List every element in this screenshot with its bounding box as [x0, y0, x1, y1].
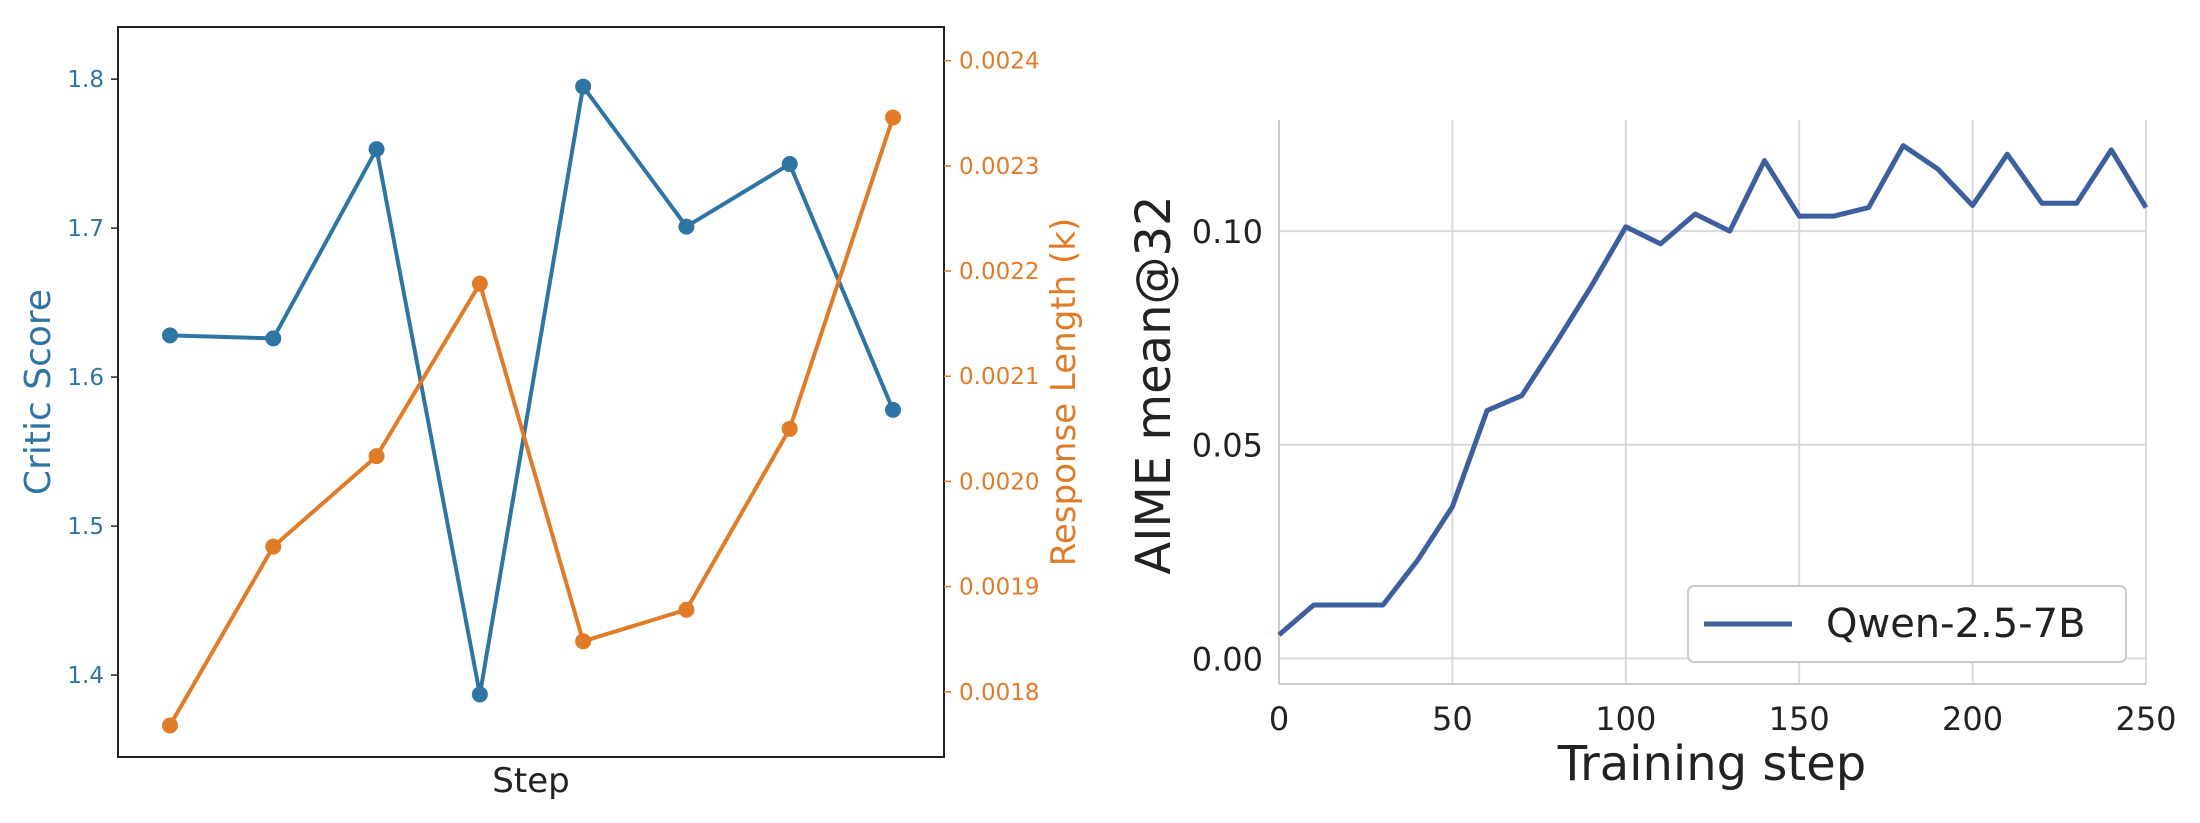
training-step-axis: 0 50 100 150 200 250 [1269, 700, 2177, 738]
right-series-layer [1277, 143, 2149, 637]
response-length-axis: 0.0018 0.0019 0.0020 0.0021 0.0022 0.0023 0.00… [944, 49, 1039, 706]
critic-score-point [471, 686, 488, 703]
right-ytick-label: 0.0022 [959, 259, 1039, 285]
aime-axis: 0.00 0.05 0.10 [1192, 213, 1263, 678]
left-series-layer [162, 78, 901, 734]
critic-score-point [162, 327, 178, 344]
critic-score-point [781, 156, 798, 173]
y-tick-label: 0.00 [1192, 640, 1263, 678]
right-ytick-label: 0.0023 [959, 154, 1039, 180]
right-ytick-label: 0.0021 [959, 364, 1039, 390]
response-length-point [162, 717, 178, 734]
right-x-axis-label: Training step [1557, 736, 1866, 792]
left-ytick-label: 1.4 [67, 663, 104, 689]
critic-score-point [265, 330, 282, 347]
critic-score-axis: 1.4 1.5 1.6 1.7 1.8 [67, 67, 118, 689]
response-length-point [575, 633, 592, 650]
aime-chart: 0 50 100 150 200 250 0.00 0.05 0.10 Training st… [1126, 120, 2177, 792]
response-length-point [471, 275, 488, 292]
x-tick-label: 200 [1942, 700, 2003, 738]
left-ytick-label: 1.6 [67, 365, 104, 391]
right-ytick-label: 0.0018 [959, 680, 1039, 706]
x-tick-label: 0 [1269, 700, 1289, 738]
x-tick-label: 150 [1769, 700, 1830, 738]
response-length-point [885, 109, 901, 126]
legend: Qwen-2.5-7B [1687, 585, 2127, 663]
left-ytick-label: 1.8 [67, 67, 104, 93]
left-y-axis-label: Critic Score [18, 289, 59, 495]
critic-score-point [678, 218, 695, 235]
critic-score-line [169, 84, 895, 697]
legend-box [1687, 585, 2127, 663]
critic-score-point [368, 141, 385, 158]
right-ytick-label: 0.0020 [959, 469, 1039, 495]
x-tick-label: 100 [1595, 700, 1656, 738]
right-y-axis-label: AIME mean@32 [1126, 195, 1182, 574]
critic-length-chart: 1.4 1.5 1.6 1.7 1.8 0.0018 0.0019 0.0020 0.0021… [18, 26, 1084, 801]
y-tick-label: 0.05 [1192, 427, 1263, 465]
qwen-series-line [1277, 143, 2149, 637]
response-length-point [781, 420, 798, 437]
x-tick-label: 250 [2115, 700, 2176, 738]
left-y2-axis-label: Response Length (k) [1044, 218, 1084, 566]
response-length-line [168, 116, 895, 727]
response-length-point [678, 601, 695, 618]
critic-score-point [885, 401, 901, 418]
x-tick-label: 50 [1432, 700, 1473, 738]
y-tick-label: 0.10 [1192, 213, 1263, 251]
left-ytick-label: 1.7 [67, 216, 104, 242]
response-length-point [368, 448, 385, 465]
critic-score-point [575, 78, 592, 95]
right-ytick-label: 0.0019 [959, 575, 1039, 601]
left-ytick-label: 1.5 [67, 514, 104, 540]
response-length-point [265, 538, 282, 555]
right-ytick-label: 0.0024 [959, 49, 1039, 75]
left-plot-frame [117, 26, 945, 758]
legend-label-qwen: Qwen-2.5-7B [1826, 601, 2086, 647]
left-x-axis-label: Step [492, 761, 569, 801]
